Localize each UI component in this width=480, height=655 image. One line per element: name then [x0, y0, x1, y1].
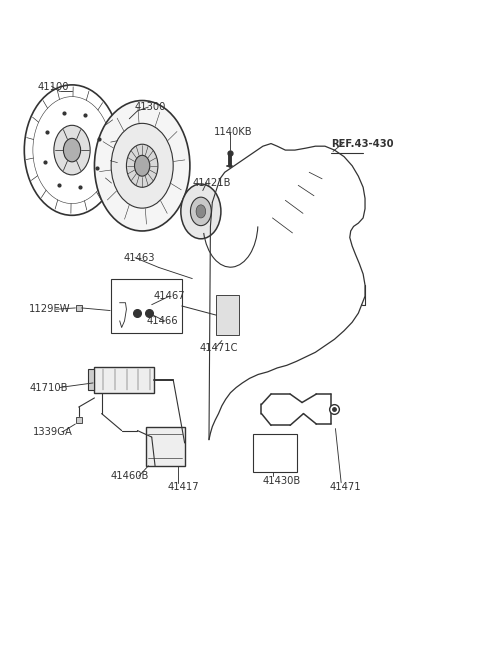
FancyBboxPatch shape: [253, 434, 297, 472]
Text: 41710B: 41710B: [29, 383, 68, 392]
Text: 41471C: 41471C: [199, 343, 238, 353]
Bar: [95, 367, 154, 393]
Text: 1140KB: 1140KB: [214, 127, 252, 137]
Circle shape: [111, 123, 173, 208]
Text: 41100: 41100: [37, 83, 69, 92]
Text: 41463: 41463: [123, 253, 155, 263]
Text: 41430B: 41430B: [263, 476, 301, 486]
Bar: [88, 369, 95, 390]
Text: 41300: 41300: [135, 102, 167, 112]
Circle shape: [191, 197, 211, 226]
Text: 1339GA: 1339GA: [33, 427, 72, 437]
Text: 41467: 41467: [153, 291, 185, 301]
Circle shape: [63, 138, 81, 162]
Circle shape: [126, 144, 158, 187]
Circle shape: [181, 184, 221, 239]
Bar: [145, 426, 185, 466]
Text: REF.43-430: REF.43-430: [331, 139, 393, 149]
Text: 41417: 41417: [168, 482, 199, 493]
Text: 41466: 41466: [147, 316, 179, 326]
Circle shape: [95, 100, 190, 231]
Text: 41421B: 41421B: [192, 178, 231, 188]
Circle shape: [196, 205, 205, 218]
FancyBboxPatch shape: [111, 279, 182, 333]
Text: 1129EW: 1129EW: [29, 304, 71, 314]
Text: 41460B: 41460B: [110, 471, 149, 481]
Bar: [216, 295, 239, 335]
Circle shape: [54, 125, 90, 175]
Circle shape: [134, 155, 150, 176]
Text: 41471: 41471: [330, 482, 361, 493]
